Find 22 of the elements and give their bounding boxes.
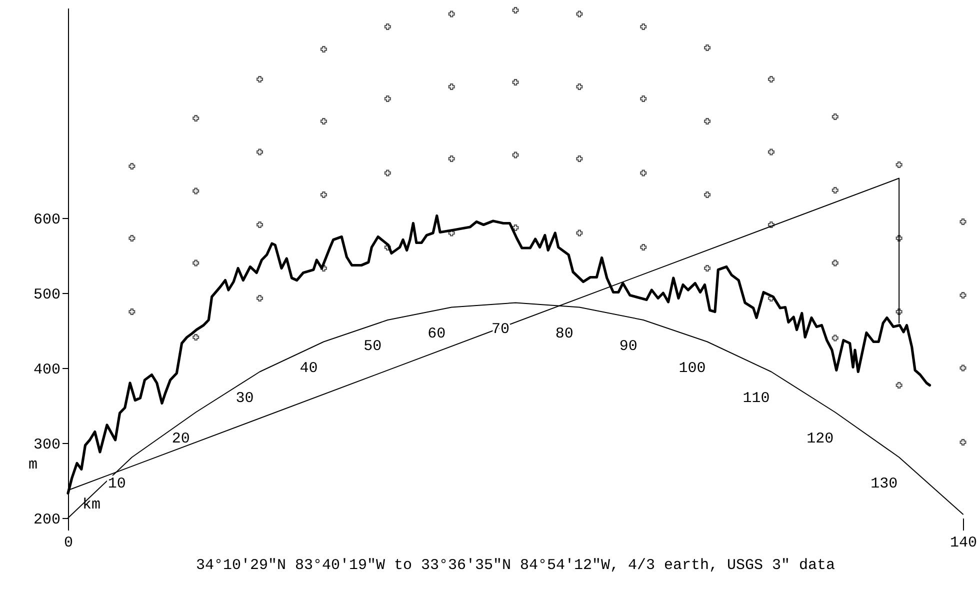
y-tick-label: 500 — [33, 286, 60, 304]
x-tick-label: 140 — [950, 534, 977, 552]
annotation: 50 — [364, 338, 382, 355]
x-tick-label: 0 — [64, 534, 74, 552]
y-tick-label: 200 — [33, 512, 60, 528]
annotation: 120 — [806, 430, 834, 448]
annotation: 100 — [678, 360, 706, 377]
y-tick-label: 300 — [33, 436, 60, 454]
annotation: 20 — [172, 430, 190, 448]
y-tick-label: 600 — [33, 212, 60, 228]
annotation: 90 — [619, 338, 638, 355]
y-axis-title: m — [28, 456, 38, 474]
x-axis-title: km — [82, 496, 101, 514]
annotation: 80 — [555, 325, 574, 342]
annotation: 60 — [428, 325, 446, 342]
annotation: 10 — [108, 475, 126, 492]
y-tick-label: 400 — [33, 362, 60, 378]
annotation: 110 — [742, 390, 770, 407]
annotation: 30 — [236, 390, 254, 407]
text: 34°10′29″N 83°40′19″W to 33°36′35″N 84°54′12″W, 4/3 earth, USGS 3″ data — [196, 557, 836, 574]
annotation: 40 — [300, 360, 318, 377]
annotation: 130 — [870, 475, 898, 492]
